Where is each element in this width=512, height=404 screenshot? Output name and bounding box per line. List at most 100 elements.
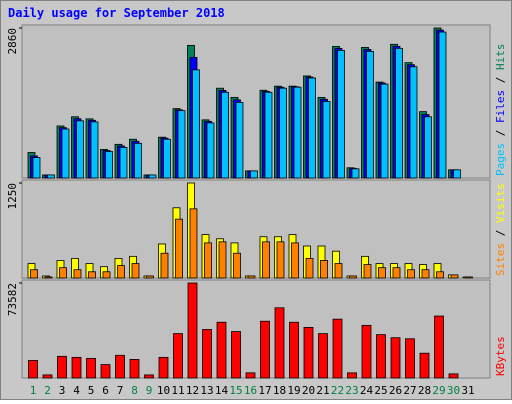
- x-tick-label: 23: [345, 384, 358, 397]
- y-tick-label: 1250: [6, 183, 19, 210]
- bar: [71, 356, 82, 379]
- bar: [117, 265, 125, 279]
- bar: [264, 91, 273, 179]
- bar: [202, 329, 212, 379]
- bar: [380, 83, 389, 179]
- bar: [206, 122, 215, 179]
- bar: [148, 174, 157, 179]
- x-tick-label: 22: [331, 384, 344, 397]
- bar: [250, 170, 258, 179]
- bar: [347, 372, 357, 379]
- bar: [28, 360, 38, 379]
- x-tick-label: 31: [461, 384, 474, 397]
- bar: [262, 241, 270, 279]
- bar: [279, 87, 287, 179]
- bar: [192, 69, 200, 179]
- bar: [245, 372, 256, 379]
- bar: [289, 321, 299, 379]
- x-tick-label: 6: [102, 384, 109, 397]
- bar: [303, 327, 314, 379]
- legend-separator: /: [494, 223, 507, 243]
- bar: [308, 77, 316, 179]
- bar: [349, 275, 357, 279]
- bar: [419, 352, 430, 379]
- bar: [216, 321, 227, 379]
- x-tick-label: 17: [258, 384, 271, 397]
- bar: [144, 374, 154, 379]
- x-tick-label: 29: [432, 384, 445, 397]
- bar: [274, 307, 285, 379]
- bar: [177, 110, 186, 179]
- x-tick-label: 16: [244, 384, 257, 397]
- x-tick-label: 18: [273, 384, 286, 397]
- bar: [320, 260, 328, 279]
- bar: [318, 333, 328, 379]
- bar: [293, 86, 302, 179]
- x-tick-label: 3: [59, 384, 66, 397]
- bar: [32, 157, 41, 179]
- x-tick-label: 7: [117, 384, 124, 397]
- x-tick-label: 19: [287, 384, 300, 397]
- y-tick-label: 2860: [6, 28, 19, 55]
- bar: [129, 359, 140, 379]
- bar: [163, 138, 171, 179]
- x-tick-label: 30: [447, 384, 460, 397]
- y-tick-label: 73582: [6, 283, 19, 316]
- bar: [47, 174, 55, 179]
- x-tick-label: 25: [374, 384, 387, 397]
- bar: [424, 116, 432, 179]
- bar: [409, 66, 418, 179]
- bar: [204, 242, 212, 279]
- bar: [453, 169, 461, 179]
- x-tick-label: 28: [418, 384, 431, 397]
- legend-entry: KBytes: [494, 336, 507, 376]
- bar: [322, 101, 331, 179]
- x-tick-label: 9: [146, 384, 153, 397]
- bar: [390, 337, 401, 379]
- bar: [73, 269, 82, 279]
- bar: [189, 208, 198, 279]
- x-tick-label: 20: [302, 384, 315, 397]
- bar: [351, 168, 360, 179]
- bar: [100, 364, 111, 379]
- bar: [160, 252, 169, 279]
- bar: [276, 241, 285, 279]
- x-tick-label: 11: [171, 384, 184, 397]
- bar: [361, 324, 372, 379]
- bar: [102, 271, 111, 279]
- bar: [434, 315, 444, 379]
- bar: [421, 269, 430, 279]
- bar: [395, 48, 403, 179]
- bar: [363, 264, 372, 279]
- legend: KBytes: [494, 336, 507, 376]
- x-tick-label: 26: [389, 384, 402, 397]
- bar: [260, 320, 270, 379]
- bar: [173, 333, 183, 379]
- legend-entry: Visits: [494, 183, 507, 223]
- bar: [233, 252, 241, 279]
- x-tick-label: 13: [200, 384, 213, 397]
- bar: [42, 374, 53, 379]
- bar: [450, 274, 459, 279]
- bar: [57, 355, 67, 379]
- bar: [235, 102, 244, 179]
- bar: [119, 146, 128, 179]
- bar: [146, 275, 154, 279]
- legend-separator: /: [494, 70, 507, 90]
- x-tick-label: 5: [88, 384, 95, 397]
- bar: [366, 51, 374, 179]
- bar: [105, 151, 113, 179]
- x-tick-label: 21: [316, 384, 329, 397]
- bar: [305, 257, 314, 279]
- x-tick-label: 4: [73, 384, 80, 397]
- bar: [291, 242, 299, 279]
- bar: [337, 50, 345, 179]
- bar: [448, 373, 459, 379]
- plot-area: [21, 179, 491, 279]
- chart-title: Daily usage for September 2018: [8, 6, 225, 20]
- bar: [407, 269, 415, 279]
- bar: [218, 241, 227, 279]
- x-tick-label: 1: [30, 384, 37, 397]
- bar: [187, 282, 198, 379]
